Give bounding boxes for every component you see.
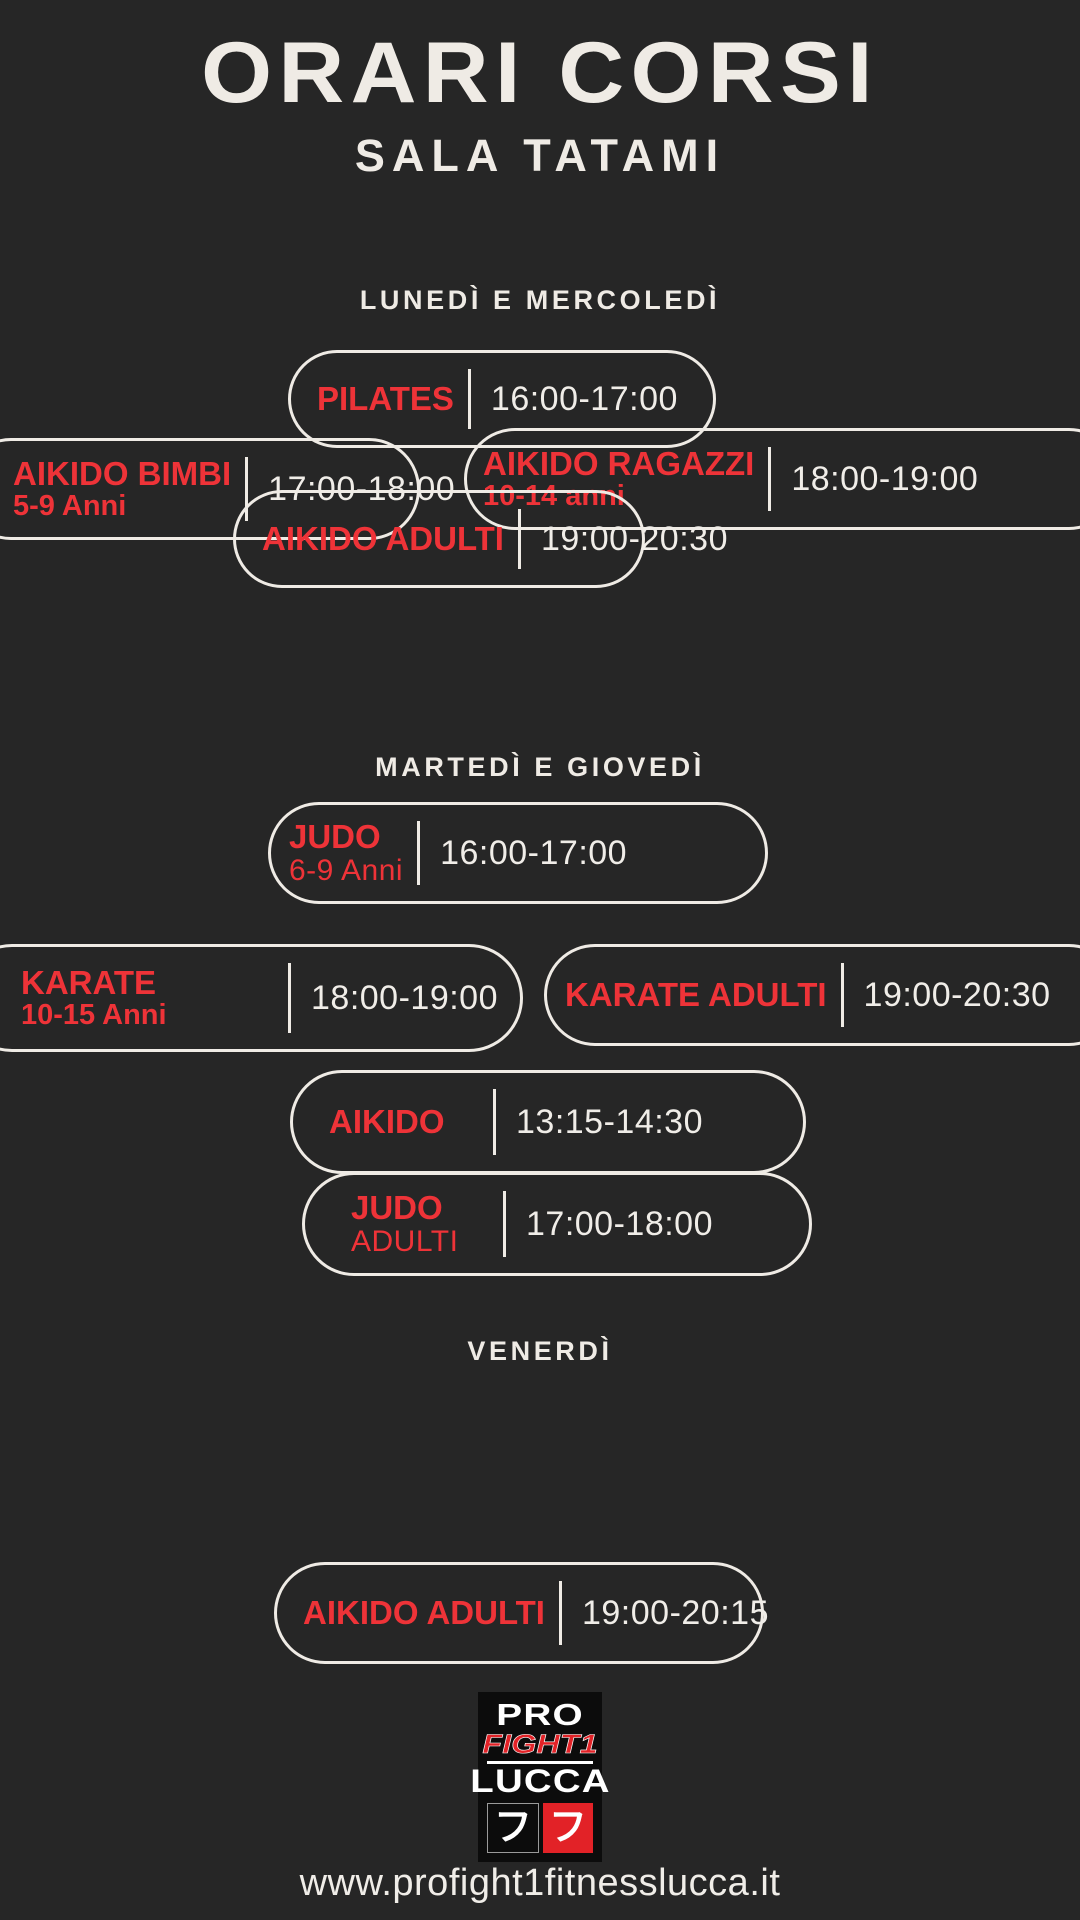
website-url[interactable]: www.profight1fitnesslucca.it xyxy=(299,1862,781,1904)
course-name: AIKIDO xyxy=(329,1103,445,1141)
course-age-range: 5-9 Anni xyxy=(13,490,127,523)
course-name: KARATE xyxy=(21,963,157,1001)
class-row-judo-6-9[interactable]: JUDO 6-9 Anni 16:00-17:00 xyxy=(268,802,768,904)
row-divider xyxy=(493,1089,496,1155)
class-time: 16:00-17:00 xyxy=(440,833,628,872)
row-divider xyxy=(417,821,421,885)
course-name: JUDO xyxy=(351,1188,443,1226)
logo-line-fight1: FIGHT1 xyxy=(482,1729,598,1760)
class-row-aikido-adulti-lun-mer[interactable]: AIKIDO ADULTI 19:00-20:30 xyxy=(233,490,727,588)
row-divider xyxy=(768,447,772,511)
class-row-karate-10-15[interactable]: KARATE 10-15 Anni 18:00-19:00 xyxy=(0,944,523,1052)
course-name: AIKIDO ADULTI xyxy=(303,1594,545,1632)
class-row-judo-adulti[interactable]: JUDO ADULTI 17:00-18:00 xyxy=(302,1172,812,1276)
logo-line-lucca: LUCCA xyxy=(469,1762,611,1799)
class-time: 18:00-19:00 xyxy=(311,978,498,1017)
day-header-martedi-giovedi: MARTEDÌ E GIOVEDÌ xyxy=(375,752,705,782)
row-divider xyxy=(503,1191,506,1257)
day-header-venerdi: VENERDÌ xyxy=(467,1336,613,1366)
class-time: 17:00-18:00 xyxy=(526,1204,713,1243)
katakana-tile-right: フ xyxy=(543,1802,593,1853)
row-divider xyxy=(288,963,291,1033)
logo-line-pro: PRO xyxy=(496,1697,584,1732)
course-name: AIKIDO RAGAZZI xyxy=(483,444,755,482)
class-time: 13:15-14:30 xyxy=(516,1102,703,1141)
course-level: ADULTI xyxy=(351,1224,459,1258)
class-time: 18:00-19:00 xyxy=(791,459,979,498)
katakana-tile-left: フ xyxy=(487,1802,539,1853)
course-name-block: KARATE 10-15 Anni xyxy=(0,963,181,1032)
class-time: 19:00-20:15 xyxy=(581,1593,769,1632)
course-name: PILATES xyxy=(317,380,454,418)
class-row-aikido-adulti-venerdi[interactable]: AIKIDO ADULTI 19:00-20:15 xyxy=(274,1562,768,1664)
day-header-lunedi-mercoledi: LUNEDÌ E MERCOLEDÌ xyxy=(359,285,721,315)
logo-rule xyxy=(487,1760,593,1764)
course-name: AIKIDO ADULTI xyxy=(262,520,504,558)
row-divider xyxy=(840,963,844,1027)
course-age-range: 6-9 Anni xyxy=(289,853,404,887)
poster-header: ORARI CORSI SALA TATAMI xyxy=(0,0,1080,182)
class-row-aikido-1315[interactable]: AIKIDO 13:15-14:30 xyxy=(290,1070,806,1174)
page-title: ORARI CORSI xyxy=(201,25,879,121)
course-name: KARATE ADULTI xyxy=(565,976,827,1014)
row-divider xyxy=(558,1581,562,1645)
course-name-block: JUDO ADULTI xyxy=(305,1190,503,1258)
row-divider xyxy=(517,509,521,569)
course-name-block: AIKIDO BIMBI 5-9 Anni xyxy=(0,454,245,523)
class-row-aikido-bimbi[interactable]: AIKIDO BIMBI 5-9 Anni 17:00-18:00 xyxy=(0,438,455,540)
course-name-block: AIKIDO ADULTI xyxy=(236,521,518,557)
row-divider xyxy=(245,457,249,521)
class-time: 19:00-20:30 xyxy=(863,975,1051,1014)
logo-box: PRO FIGHT1 LUCCA フ フ xyxy=(470,1692,609,1862)
course-name: AIKIDO BIMBI xyxy=(13,454,232,492)
course-name-block: PILATES xyxy=(291,381,468,417)
course-name-block: KARATE ADULTI xyxy=(547,977,841,1013)
course-name: JUDO xyxy=(289,817,381,855)
course-name-block: AIKIDO xyxy=(293,1104,493,1140)
class-row-karate-adulti[interactable]: KARATE ADULTI 19:00-20:30 xyxy=(544,944,1080,1046)
page-subtitle: SALA TATAMI xyxy=(354,130,726,181)
brand-logo: PRO FIGHT1 LUCCA フ フ xyxy=(470,1692,609,1862)
course-age-range: 10-15 Anni xyxy=(21,999,167,1032)
course-name-block: AIKIDO ADULTI xyxy=(277,1595,559,1631)
class-time: 19:00-20:30 xyxy=(540,519,728,558)
course-name-block: JUDO 6-9 Anni xyxy=(271,819,417,887)
row-divider xyxy=(467,369,471,429)
logo-katakana-tiles: フ フ xyxy=(487,1802,593,1853)
class-time: 16:00-17:00 xyxy=(490,379,678,418)
